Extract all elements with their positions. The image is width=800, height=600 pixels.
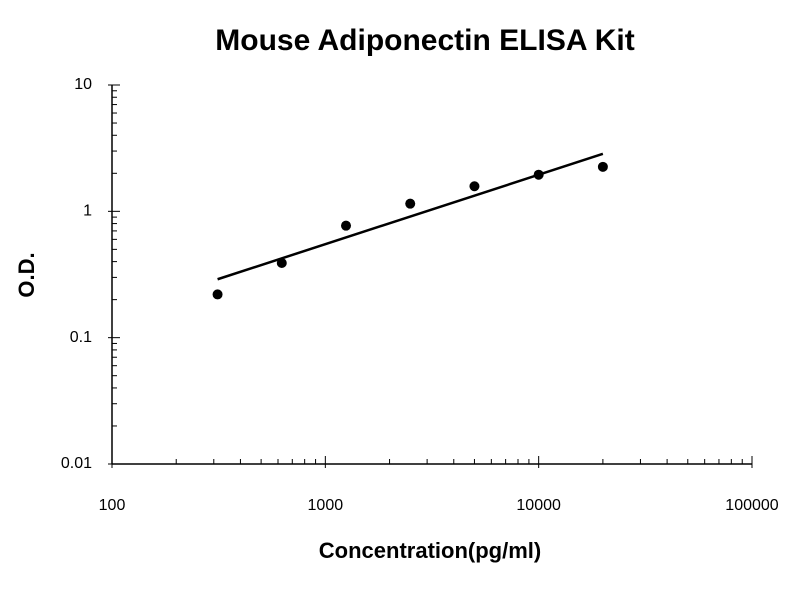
x-tick-label: 100 <box>99 497 126 514</box>
trendline <box>217 152 604 281</box>
data-point <box>597 161 608 172</box>
y-axis-label: O.D. <box>14 252 39 297</box>
y-tick-label: 1 <box>83 203 92 220</box>
x-tick-label: 1000 <box>308 497 344 514</box>
data-point <box>212 289 223 300</box>
y-tick-label: 0.1 <box>70 329 92 346</box>
chart-title: Mouse Adiponectin ELISA Kit <box>215 24 634 57</box>
data-point <box>533 169 544 180</box>
data-point <box>276 257 287 268</box>
data-point <box>469 181 480 192</box>
x-axis-label: Concentration(pg/ml) <box>319 538 541 563</box>
data-point <box>341 220 352 231</box>
y-tick-label: 0.01 <box>61 455 92 472</box>
x-tick-label: 10000 <box>516 497 561 514</box>
y-tick-label: 10 <box>74 76 92 93</box>
data-point <box>405 198 416 209</box>
x-tick-label: 100000 <box>725 497 778 514</box>
